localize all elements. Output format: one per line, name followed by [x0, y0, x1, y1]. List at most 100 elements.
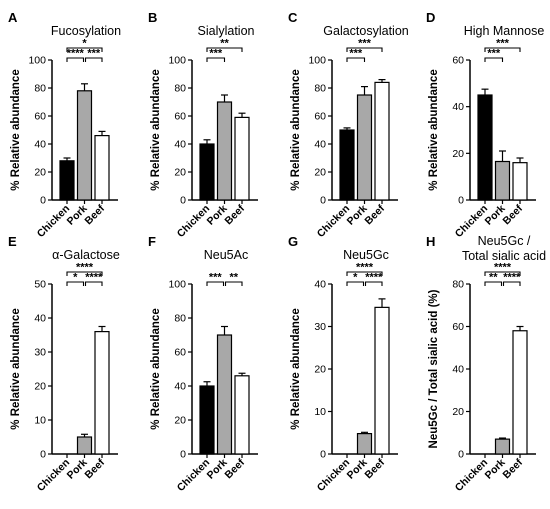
significance-label: **** — [365, 272, 383, 284]
bar-chicken — [199, 385, 215, 455]
y-tick-label: 20 — [314, 167, 326, 179]
y-tick-label: 60 — [174, 111, 186, 123]
bar-beef — [374, 81, 390, 201]
significance-label: ** — [489, 272, 498, 284]
significance-bracket — [66, 57, 85, 62]
bar-beef — [512, 162, 528, 201]
y-axis-label: % Relative abundance — [150, 69, 162, 190]
category-label: Beef — [501, 202, 526, 227]
significance-bracket — [484, 271, 521, 276]
significance-bracket — [484, 57, 504, 62]
panel-title: Neu5Gc / — [478, 234, 531, 248]
panel-h: H Neu5Gc /Total sialic acid Neu5Gc / Total… — [426, 234, 546, 494]
significance-label: **** — [494, 262, 512, 274]
bar-pork — [356, 94, 373, 201]
category-label: Beef — [83, 456, 108, 481]
category-label: Beef — [363, 456, 388, 481]
y-tick-label: 20 — [34, 167, 46, 179]
y-tick-label: 20 — [314, 364, 326, 376]
y-tick-label: 60 — [34, 111, 46, 123]
category-label: Beef — [83, 202, 108, 227]
panel-letter: G — [288, 234, 298, 249]
significance-label: *** — [209, 48, 223, 60]
bar-beef — [94, 331, 110, 455]
significance-bracket — [206, 57, 226, 62]
bar-beef — [94, 135, 110, 201]
y-tick-label: 0 — [180, 195, 186, 207]
y-tick-label: 10 — [314, 406, 326, 418]
y-tick-label: 30 — [34, 347, 46, 359]
y-tick-label: 20 — [34, 381, 46, 393]
panel-letter: C — [288, 10, 298, 25]
y-tick-label: 20 — [452, 406, 464, 418]
panel-letter: H — [426, 234, 435, 249]
y-tick-label: 20 — [174, 167, 186, 179]
panel-letter: A — [8, 10, 18, 25]
panel-letter: F — [148, 234, 156, 249]
significance-bracket — [364, 281, 383, 286]
significance-bracket — [346, 47, 383, 52]
y-tick-label: 50 — [34, 279, 46, 291]
y-tick-label: 0 — [40, 449, 46, 461]
y-tick-label: 0 — [458, 449, 464, 461]
y-axis-label: % Relative abundance — [290, 308, 302, 429]
significance-bracket — [346, 271, 383, 276]
y-tick-label: 60 — [452, 321, 464, 333]
bar-chicken — [477, 94, 493, 201]
y-axis-label: % Relative abundance — [150, 308, 162, 429]
bar-chicken — [339, 129, 355, 201]
category-label: Beef — [223, 456, 248, 481]
bar-chicken — [199, 143, 215, 201]
category-label: Beef — [501, 456, 526, 481]
significance-label: * — [353, 272, 358, 284]
panel-title: Neu5Ac — [204, 248, 248, 262]
panel-a: A Fucosylation % Relative abundance 0 20 40 60… — [8, 10, 121, 240]
panel-b: B Sialylation % Relative abundance 0 20 40 60 8… — [148, 10, 258, 240]
significance-bracket — [206, 281, 225, 286]
category-label: Beef — [223, 202, 248, 227]
y-tick-label: 40 — [34, 313, 46, 325]
significance-label: **** — [76, 262, 94, 274]
panel-d: D High Mannose % Relative abundance 0 20 40 60… — [426, 10, 544, 240]
significance-bracket — [206, 47, 243, 52]
y-tick-label: 80 — [174, 83, 186, 95]
y-axis-label: Neu5Gc / Total sialic acid (%) — [428, 289, 440, 448]
significance-label: **** — [356, 262, 374, 274]
y-tick-label: 60 — [174, 347, 186, 359]
significance-label: *** — [209, 272, 223, 284]
significance-label: *** — [496, 38, 510, 50]
bar-pork — [494, 438, 511, 455]
significance-label: *** — [349, 48, 363, 60]
bar-pork — [76, 436, 93, 455]
y-tick-label: 100 — [168, 55, 186, 67]
significance-bracket — [484, 281, 503, 286]
significance-label: **** — [85, 272, 103, 284]
y-tick-label: 0 — [320, 449, 326, 461]
bar-beef — [512, 330, 528, 455]
panel-letter: B — [148, 10, 157, 25]
y-tick-label: 0 — [458, 195, 464, 207]
significance-label: ** — [220, 38, 229, 50]
y-tick-label: 40 — [174, 381, 186, 393]
y-tick-label: 80 — [174, 313, 186, 325]
bar-beef — [234, 116, 250, 201]
significance-label: ** — [229, 272, 238, 284]
y-tick-label: 30 — [314, 321, 326, 333]
y-tick-label: 40 — [452, 101, 464, 113]
y-tick-label: 40 — [452, 364, 464, 376]
y-tick-label: 40 — [314, 279, 326, 291]
y-axis-label: % Relative abundance — [290, 69, 302, 190]
y-tick-label: 100 — [308, 55, 326, 67]
panel-letter: D — [426, 10, 435, 25]
y-tick-label: 60 — [452, 55, 464, 67]
y-tick-label: 0 — [320, 195, 326, 207]
significance-label: *** — [87, 48, 101, 60]
y-tick-label: 60 — [314, 111, 326, 123]
significance-bracket — [66, 271, 103, 276]
bar-beef — [374, 306, 390, 455]
y-tick-label: 80 — [452, 279, 464, 291]
panel-title: Galactosylation — [323, 24, 409, 38]
y-tick-label: 40 — [314, 139, 326, 151]
y-tick-label: 0 — [180, 449, 186, 461]
